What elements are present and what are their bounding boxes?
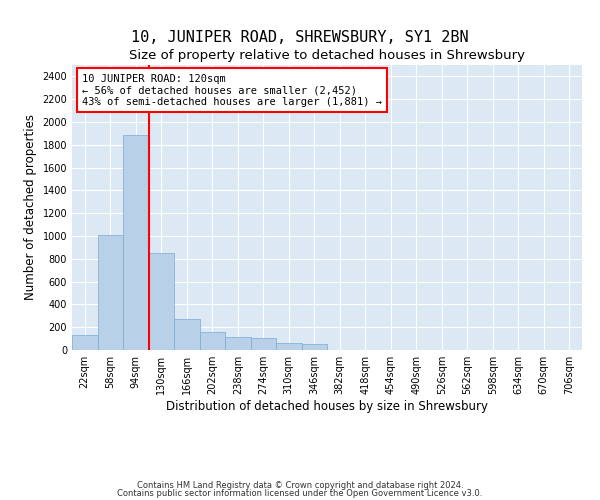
Y-axis label: Number of detached properties: Number of detached properties [24,114,37,300]
Bar [97,235,123,350]
X-axis label: Distribution of detached houses by size in Shrewsbury: Distribution of detached houses by size … [166,400,488,413]
Title: Size of property relative to detached houses in Shrewsbury: Size of property relative to detached ho… [129,50,525,62]
Text: 10 JUNIPER ROAD: 120sqm
← 56% of detached houses are smaller (2,452)
43% of semi: 10 JUNIPER ROAD: 120sqm ← 56% of detache… [82,74,382,107]
Bar [199,332,225,350]
Text: 10, JUNIPER ROAD, SHREWSBURY, SY1 2BN: 10, JUNIPER ROAD, SHREWSBURY, SY1 2BN [131,30,469,45]
Bar [302,344,327,350]
Text: Contains HM Land Registry data © Crown copyright and database right 2024.: Contains HM Land Registry data © Crown c… [137,481,463,490]
Bar [251,338,276,350]
Bar [149,253,174,350]
Bar [123,134,149,350]
Bar [276,343,302,350]
Bar [72,335,97,350]
Bar [174,319,199,350]
Bar [225,338,251,350]
Text: Contains public sector information licensed under the Open Government Licence v3: Contains public sector information licen… [118,488,482,498]
